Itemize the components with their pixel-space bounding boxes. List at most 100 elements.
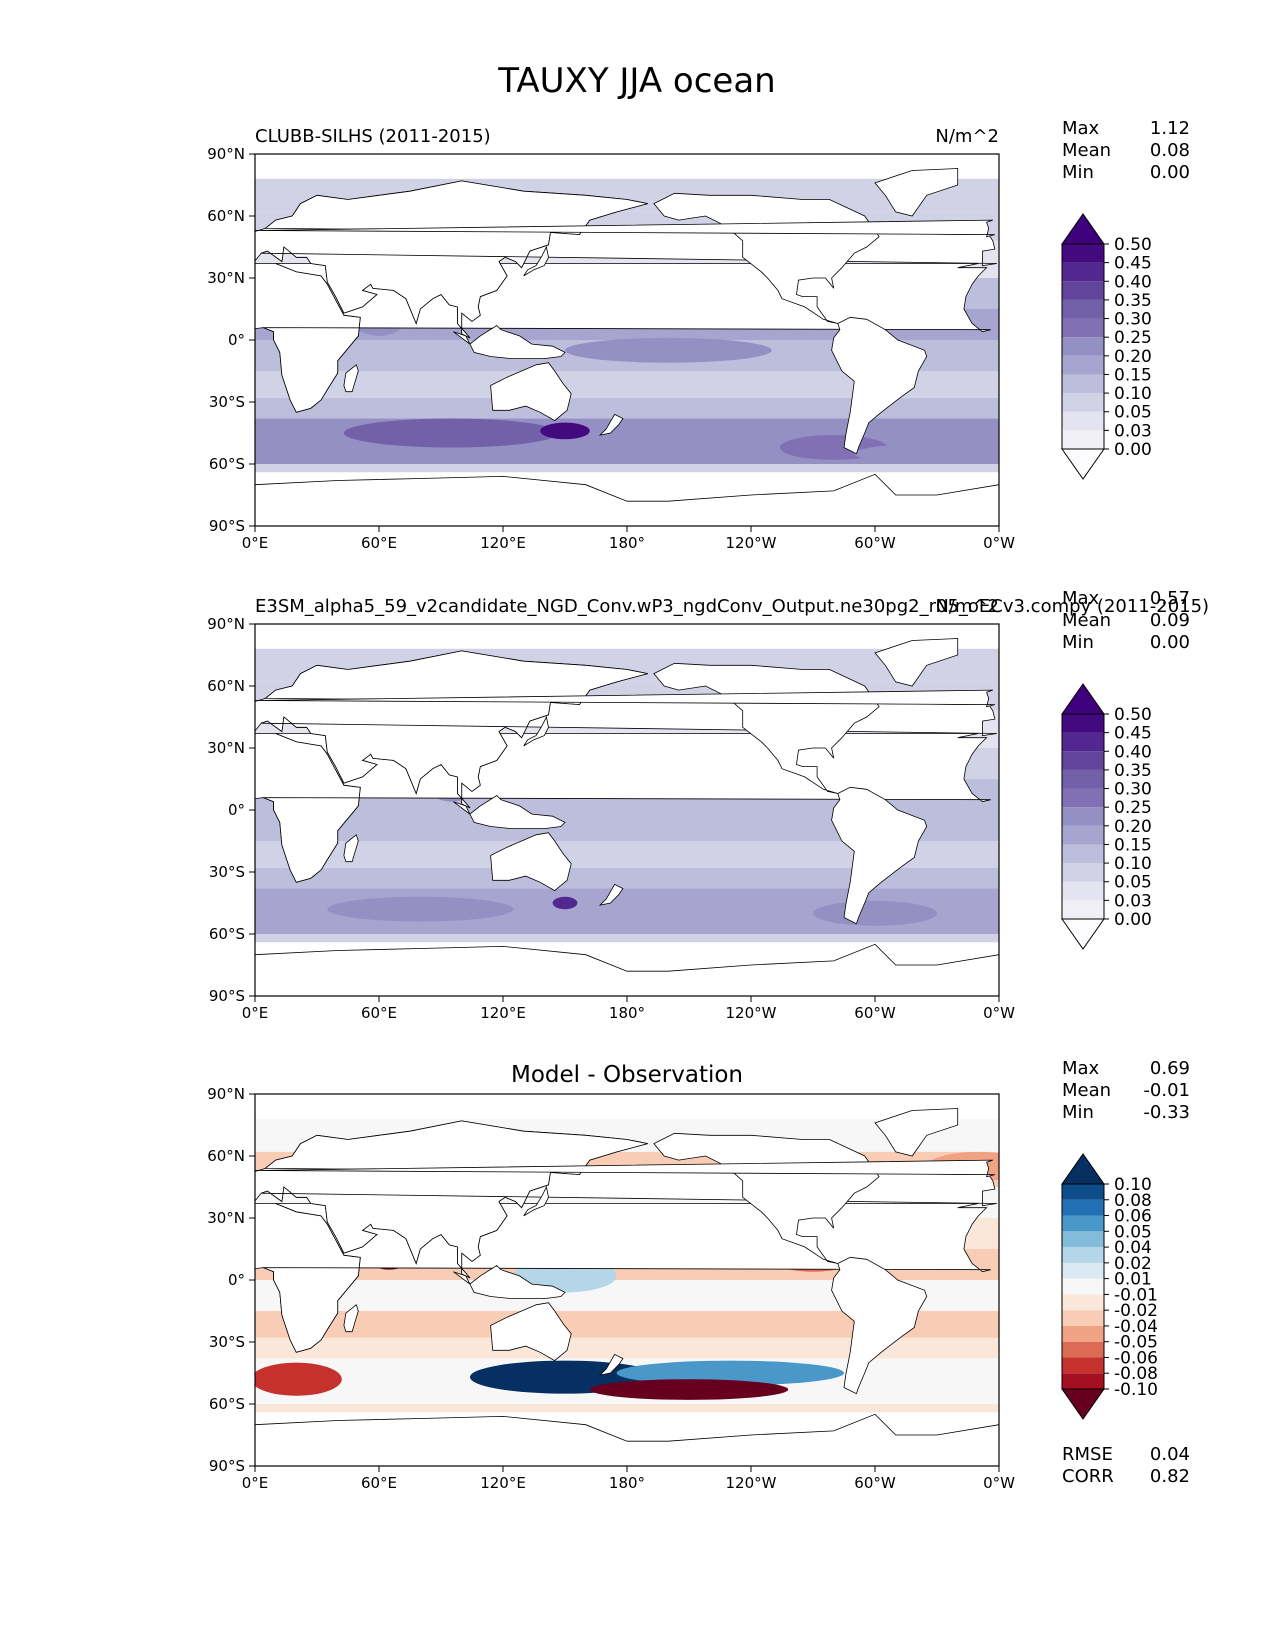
- y-tick-label: 60°S: [209, 1395, 245, 1413]
- y-tick-label: 30°N: [207, 1209, 245, 1227]
- colorbar-segment: [1062, 881, 1104, 901]
- y-tick-label: 0°: [228, 801, 245, 819]
- colorbar-segment: [1062, 788, 1104, 808]
- x-tick-label: 180°: [609, 534, 645, 552]
- x-tick-label: 60°W: [854, 534, 896, 552]
- y-tick-label: 0°: [228, 331, 245, 349]
- x-tick-label: 120°W: [726, 1004, 777, 1022]
- y-tick-label: 60°N: [207, 1147, 245, 1165]
- stat-label: Max: [1062, 588, 1100, 609]
- colorbar-segment: [1062, 1199, 1104, 1216]
- y-tick-label: 90°N: [207, 1085, 245, 1103]
- stat-label: Mean: [1062, 140, 1111, 161]
- colorbar: 0.000.030.050.100.150.200.250.300.350.40…: [1061, 683, 1152, 950]
- colorbar-tick-label: -0.04: [1114, 1317, 1158, 1337]
- colorbar-tick-label: 0.45: [1114, 724, 1152, 744]
- colorbar-extend-min: [1061, 448, 1105, 480]
- field-test: [255, 154, 999, 526]
- x-tick-label: 120°W: [726, 1474, 777, 1492]
- stat-value: 0.00: [1150, 632, 1190, 653]
- colorbar-segment: [1062, 1341, 1104, 1358]
- stat-label: Min: [1062, 632, 1094, 653]
- y-tick-label: 90°N: [207, 145, 245, 163]
- colorbar-segment: [1062, 1231, 1104, 1248]
- x-tick-label: 0°W: [983, 1474, 1015, 1492]
- colorbar-segment: [1062, 337, 1104, 356]
- colorbar-tick-label: -0.08: [1114, 1364, 1158, 1384]
- colorbar-segment: [1062, 769, 1104, 789]
- x-tick-label: 0°E: [242, 534, 269, 552]
- colorbar-segment: [1062, 1373, 1104, 1389]
- coastline-australia: [490, 832, 572, 892]
- colorbar-segment: [1062, 751, 1104, 770]
- colorbar-segment: [1062, 1215, 1104, 1232]
- coastline-samerica: [831, 786, 928, 925]
- coastline-madagascar: [343, 834, 359, 863]
- colorbar-frame: [1061, 713, 1105, 920]
- y-tick-label: 30°N: [207, 269, 245, 287]
- colorbar-tick-label: 0.08: [1114, 1191, 1152, 1211]
- contour-patch: [552, 896, 578, 910]
- colorbar-segment: [1062, 900, 1104, 919]
- stat-value: -0.33: [1143, 1102, 1190, 1123]
- stat-label: Max: [1062, 1058, 1100, 1079]
- contour-band: [255, 1337, 999, 1359]
- coastline-greenland: [874, 638, 959, 687]
- y-tick-label: 60°S: [209, 925, 245, 943]
- colorbar-tick-label: 0.00: [1114, 440, 1152, 460]
- contour-patch: [616, 1360, 844, 1386]
- colorbar-segment: [1062, 393, 1104, 412]
- colorbar-segment: [1062, 1262, 1104, 1279]
- coastline-uk-wrap: [255, 219, 995, 238]
- y-tick-label: 30°N: [207, 739, 245, 757]
- colorbar-tick-label: 0.50: [1114, 705, 1152, 725]
- contour-band: [255, 934, 999, 943]
- colorbar-tick-label: 0.04: [1114, 1238, 1152, 1258]
- y-tick-label: 0°: [228, 1271, 245, 1289]
- coastline-nz: [598, 413, 624, 436]
- coastline-eurasia-wrap: [261, 650, 997, 809]
- contour-patch: [327, 896, 514, 922]
- coastline-antarctica: [255, 473, 999, 526]
- coastline-japan: [523, 715, 549, 747]
- colorbar-tick-label: 0.01: [1114, 1270, 1152, 1290]
- x-tick-label: 120°E: [480, 1004, 526, 1022]
- colorbar: -0.10-0.08-0.06-0.05-0.04-0.02-0.010.010…: [1061, 1153, 1158, 1420]
- colorbar-tick-label: 0.30: [1114, 310, 1152, 330]
- contour-patch: [343, 418, 559, 448]
- coastline-madagascar: [343, 364, 359, 393]
- y-tick-label: 90°N: [207, 615, 245, 633]
- colorbar-segment: [1062, 262, 1104, 282]
- x-tick-label: 60°E: [361, 1004, 397, 1022]
- colorbar-segment: [1062, 374, 1104, 394]
- colorbar-segment: [1062, 1294, 1104, 1311]
- contour-patch: [540, 422, 590, 440]
- coastline-indonesia: [453, 324, 566, 360]
- field-reference: [255, 624, 999, 996]
- x-tick-label: 0°W: [983, 1004, 1015, 1022]
- stat-label: Min: [1062, 1102, 1094, 1123]
- coastline-greenland: [874, 168, 959, 217]
- colorbar-segment: [1062, 714, 1104, 733]
- panel-difference: 0°E 60°E 120°E 180° 120°W 60°W 0°W 90°N 60°N 30°N…: [207, 1058, 1190, 1492]
- colorbar-extend-max: [1061, 1153, 1105, 1185]
- x-tick-label: 120°E: [480, 1474, 526, 1492]
- colorbar-segment: [1062, 732, 1104, 752]
- contour-patch: [854, 443, 999, 464]
- y-tick-label: 30°S: [209, 1333, 245, 1351]
- colorbar-tick-label: 0.25: [1114, 798, 1152, 818]
- coastline-eurasia-wrap: [261, 1120, 997, 1279]
- colorbar-tick-label: 0.20: [1114, 347, 1152, 367]
- stat-label: Max: [1062, 118, 1100, 139]
- colorbar-frame: [1061, 1183, 1105, 1390]
- coastline-australia: [490, 1302, 572, 1362]
- contour-band: [255, 464, 999, 473]
- y-tick-label: 30°S: [209, 863, 245, 881]
- colorbar-extend-min: [1061, 1388, 1105, 1420]
- colorbar-tick-label: 0.03: [1114, 891, 1152, 911]
- colorbar-tick-label: 0.40: [1114, 272, 1152, 292]
- colorbar-segment: [1062, 1184, 1104, 1200]
- panel-title-center: Model - Observation: [511, 1062, 743, 1088]
- coastline-japan: [523, 1185, 549, 1217]
